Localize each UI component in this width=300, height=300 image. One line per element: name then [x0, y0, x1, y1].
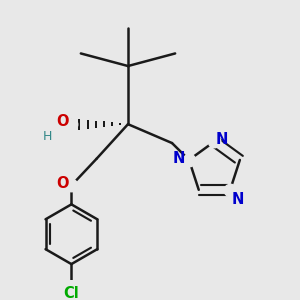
- Text: O: O: [56, 113, 68, 128]
- Text: N: N: [216, 132, 228, 147]
- Text: O: O: [56, 176, 68, 191]
- Text: N: N: [232, 192, 244, 207]
- Text: H: H: [43, 130, 52, 143]
- Text: N: N: [173, 151, 185, 166]
- Text: Cl: Cl: [64, 286, 79, 300]
